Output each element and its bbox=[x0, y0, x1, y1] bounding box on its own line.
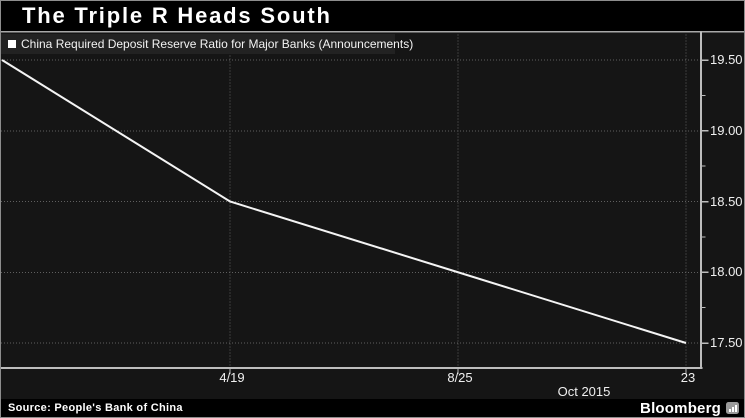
y-axis-tick-label: 18.50 bbox=[710, 193, 743, 209]
x-axis-tick-label: 23 bbox=[680, 370, 696, 385]
bloomberg-wordmark: Bloomberg bbox=[640, 399, 721, 417]
source-credit: Source: People's Bank of China bbox=[8, 402, 183, 414]
y-axis-tick-label: 18.00 bbox=[710, 264, 743, 280]
legend-swatch-icon bbox=[8, 40, 16, 48]
x-axis-tick-label: 4/19 bbox=[219, 370, 245, 385]
footer-bar: Source: People's Bank of China Bloomberg bbox=[1, 399, 744, 417]
x-axis-tick-label: 8/25 bbox=[447, 370, 473, 385]
title-bar: The Triple R Heads South bbox=[1, 1, 744, 31]
brand-lockup: Bloomberg bbox=[640, 400, 744, 417]
bar-chart-icon bbox=[726, 402, 739, 414]
y-axis-tick-label: 19.50 bbox=[710, 52, 743, 67]
x-axis-month-label: Oct 2015 bbox=[557, 384, 611, 399]
legend: China Required Deposit Reserve Ratio for… bbox=[1, 34, 413, 54]
legend-label: China Required Deposit Reserve Ratio for… bbox=[21, 37, 414, 51]
data-line bbox=[1, 59, 687, 344]
y-axis-tick-label: 19.00 bbox=[710, 122, 743, 138]
y-axis-tick-label: 17.50 bbox=[710, 335, 743, 350]
chart-title: The Triple R Heads South bbox=[22, 3, 332, 28]
